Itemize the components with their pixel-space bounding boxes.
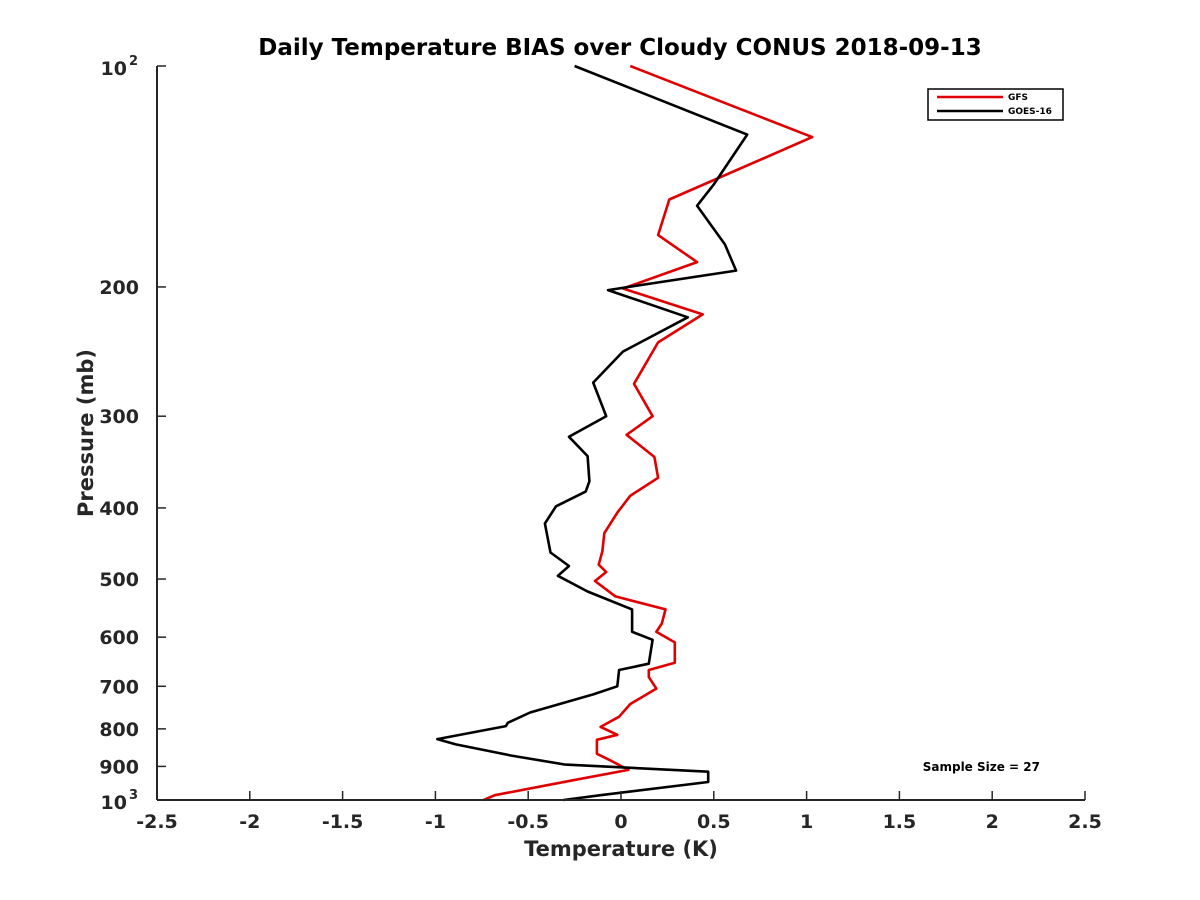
y-tick-label: 500 xyxy=(99,569,139,591)
x-axis-label: Temperature (K) xyxy=(524,837,718,861)
sample-size-annotation: Sample Size = 27 xyxy=(923,760,1040,774)
x-tick-label: 0 xyxy=(614,811,627,833)
series-line-goes-16 xyxy=(435,64,749,802)
x-tick-label: 2.5 xyxy=(1068,811,1102,833)
legend-box xyxy=(927,88,1064,121)
legend: GFS GOES-16 xyxy=(927,88,1064,121)
plot-area: -2.5 -2 -1.5 -1 -0.5 0 0.5 1 1.5 2 2.5 10 220030040… xyxy=(99,54,1102,833)
y-tick-label: 600 xyxy=(99,627,139,649)
y-tick-label: 300 xyxy=(99,406,139,428)
series-line-gfs xyxy=(483,64,814,802)
x-tick-label: -0.5 xyxy=(507,811,549,833)
legend-label: GOES-16 xyxy=(1008,107,1052,117)
y-tick-exponent: 2 xyxy=(129,54,138,69)
x-tick-label: 1.5 xyxy=(883,811,917,833)
x-axis-ticks: -2.5 -2 -1.5 -1 -0.5 0 0.5 1 1.5 2 2.5 xyxy=(136,791,1102,833)
x-tick-label: -1 xyxy=(425,811,446,833)
y-tick-exponent: 3 xyxy=(129,788,138,803)
y-tick-label: 900 xyxy=(99,756,139,778)
y-tick-label: 800 xyxy=(99,719,139,741)
x-tick-label: 1 xyxy=(800,811,813,833)
x-tick-label: 0.5 xyxy=(697,811,731,833)
y-tick-label: 400 xyxy=(99,498,139,520)
series-lines xyxy=(435,64,814,802)
x-tick-label: -2 xyxy=(239,811,260,833)
y-tick-label: 10 xyxy=(101,58,127,80)
y-tick-label: 200 xyxy=(99,277,139,299)
x-tick-label: -1.5 xyxy=(322,811,364,833)
x-tick-label: 2 xyxy=(986,811,999,833)
y-tick-label: 10 xyxy=(101,792,127,814)
legend-label: GFS xyxy=(1008,93,1028,103)
y-tick-label: 700 xyxy=(99,676,139,698)
x-tick-label: -2.5 xyxy=(136,811,178,833)
y-axis-label: Pressure (mb) xyxy=(74,349,98,517)
chart-title: Daily Temperature BIAS over Cloudy CONUS… xyxy=(258,35,981,61)
